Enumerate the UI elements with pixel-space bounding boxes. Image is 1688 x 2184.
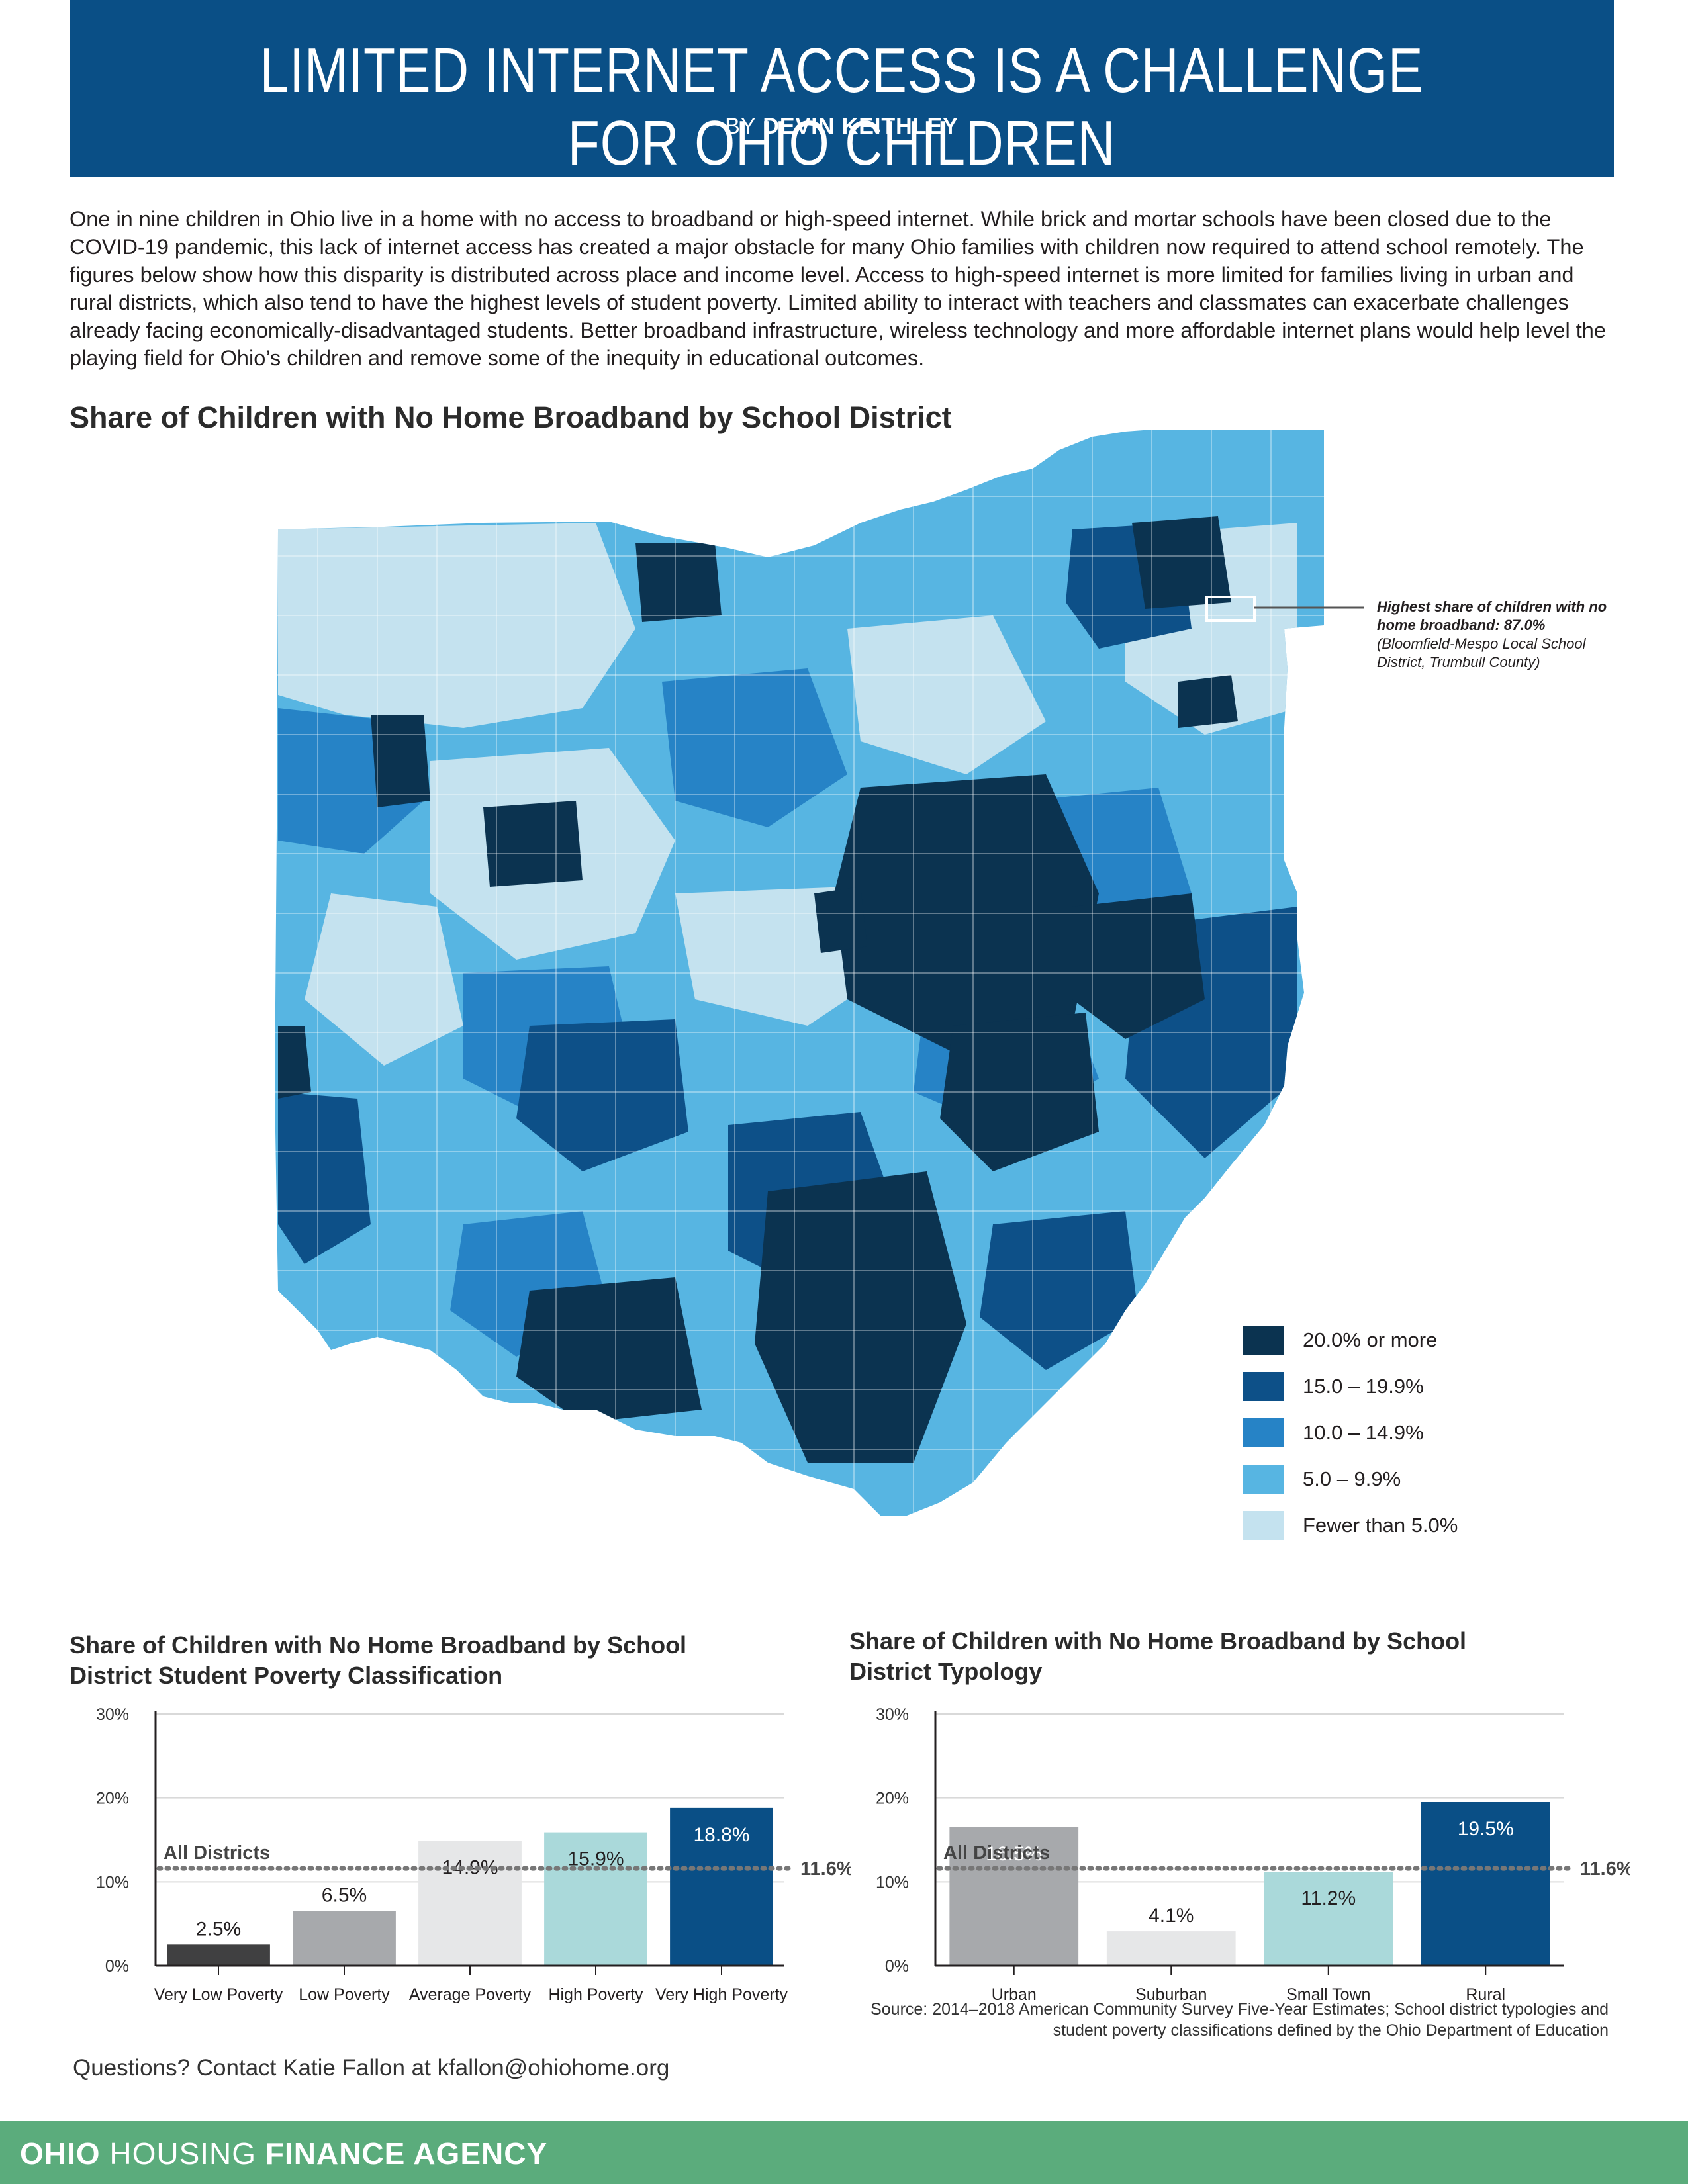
y-tick-label: 20% <box>96 1790 129 1808</box>
x-tick-label: Very High Poverty <box>655 1985 788 2004</box>
highest-district-marker <box>1205 596 1256 622</box>
byline: BY DEVIN KEITHLEY <box>70 114 1614 140</box>
author-name: DEVIN KEITHLEY <box>763 114 959 139</box>
legend-label: 5.0 – 9.9% <box>1303 1467 1401 1490</box>
legend-swatch <box>1243 1465 1284 1494</box>
x-tick-label: Average Poverty <box>409 1985 532 2004</box>
x-tick-label: Low Poverty <box>299 1985 390 2004</box>
bar <box>949 1827 1079 1966</box>
legend-item: 10.0 – 14.9% <box>1243 1410 1458 1456</box>
x-tick-label: Rural <box>1466 1985 1505 2004</box>
x-tick-label: Very Low Poverty <box>154 1985 283 2004</box>
y-tick-label: 10% <box>876 1873 909 1891</box>
legend-swatch <box>1243 1372 1284 1401</box>
ohio-district-map <box>275 430 1364 1516</box>
map-callout: Highest share of children with no home b… <box>1377 598 1615 672</box>
y-tick-label: 20% <box>876 1790 909 1808</box>
y-tick-label: 30% <box>96 1706 129 1724</box>
x-tick-label: High Poverty <box>548 1985 643 2004</box>
callout-detail: (Bloomfield-Mespo Local School District,… <box>1377 635 1586 670</box>
bar-value-label: 19.5% <box>1458 1818 1514 1840</box>
contact-line: Questions? Contact Katie Fallon at kfall… <box>73 2055 670 2081</box>
y-tick-label: 30% <box>876 1706 909 1724</box>
byline-prefix: BY <box>725 114 756 139</box>
bar-value-label: 6.5% <box>322 1885 367 1907</box>
legend-swatch <box>1243 1511 1284 1540</box>
x-tick-label: Suburban <box>1135 1985 1207 2004</box>
bar <box>418 1841 522 1966</box>
reference-label: All Districts <box>164 1843 270 1864</box>
map-title: Share of Children with No Home Broadband… <box>70 400 952 434</box>
bar <box>293 1911 396 1966</box>
poverty-chart-title: Share of Children with No Home Broadband… <box>70 1631 687 1689</box>
typology-bar-chart: 0% 10% 20% 30% 16.5% Urban 4.1% Suburban 11.2% Sm… <box>876 1706 1630 2004</box>
y-tick-label: 10% <box>96 1873 129 1891</box>
bar-value-label: 18.8% <box>693 1824 749 1846</box>
y-tick-label: 0% <box>885 1957 909 1976</box>
page-title: LIMITED INTERNET ACCESS IS A CHALLENGE F… <box>259 35 1424 179</box>
legend-label: 10.0 – 14.9% <box>1303 1421 1424 1444</box>
legend-swatch <box>1243 1418 1284 1447</box>
legend-label: Fewer than 5.0% <box>1303 1514 1458 1537</box>
x-tick-label: Urban <box>992 1985 1037 2004</box>
bar <box>1106 1931 1236 1966</box>
legend-item: 20.0% or more <box>1243 1317 1458 1363</box>
legend-label: 20.0% or more <box>1303 1328 1438 1351</box>
legend-item: Fewer than 5.0% <box>1243 1502 1458 1549</box>
source-note: Source: 2014–2018 American Community Sur… <box>870 2000 1609 2040</box>
legend-swatch <box>1243 1326 1284 1355</box>
bar-value-label: 4.1% <box>1149 1905 1194 1927</box>
reference-label: All Districts <box>943 1843 1050 1864</box>
intro-paragraph: One in nine children in Ohio live in a h… <box>70 207 1606 370</box>
y-tick-label: 0% <box>105 1957 129 1976</box>
bar-value-label: 16.5% <box>986 1843 1042 1865</box>
reference-value-label: 11.6% <box>1580 1858 1630 1880</box>
header-banner: LIMITED INTERNET ACCESS IS A CHALLENGE F… <box>70 0 1614 179</box>
x-tick-label: Small Town <box>1286 1985 1370 2004</box>
agency-name-part: OHIO <box>20 2136 101 2171</box>
legend-item: 15.0 – 19.9% <box>1243 1363 1458 1410</box>
map-districts <box>275 430 1324 1516</box>
bar-value-label: 2.5% <box>196 1918 241 1940</box>
agency-name: OHIO HOUSING FINANCE AGENCY <box>20 2136 547 2171</box>
bar-value-label: 11.2% <box>1301 1888 1356 1909</box>
agency-footer-bar: OHIO HOUSING FINANCE AGENCY <box>0 2121 1688 2184</box>
callout-highlight: Highest share of children with no home b… <box>1377 598 1607 633</box>
poverty-bar-chart: 0% 10% 20% 30% 2.5% Very Low Poverty 6.5% Low P… <box>96 1706 851 2004</box>
map-legend: 20.0% or more 15.0 – 19.9% 10.0 – 14.9% … <box>1243 1317 1458 1549</box>
agency-name-part: FINANCE AGENCY <box>265 2136 548 2171</box>
bar <box>167 1944 270 1966</box>
bar <box>1421 1802 1550 1966</box>
bar <box>670 1807 773 1966</box>
legend-label: 15.0 – 19.9% <box>1303 1375 1424 1398</box>
agency-name-part: HOUSING <box>109 2136 257 2171</box>
legend-item: 5.0 – 9.9% <box>1243 1456 1458 1502</box>
reference-value-label: 11.6% <box>800 1858 851 1880</box>
bar <box>544 1832 647 1966</box>
typology-chart-title: Share of Children with No Home Broadband… <box>849 1627 1467 1685</box>
bar <box>1264 1872 1393 1966</box>
